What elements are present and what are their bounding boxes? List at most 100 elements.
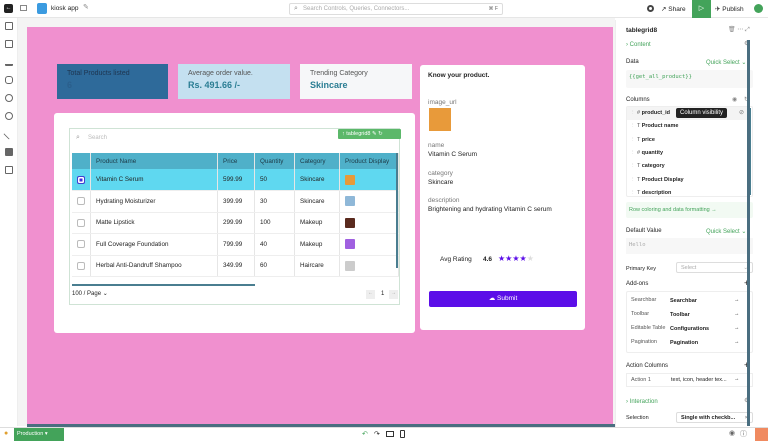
table-row[interactable]: Vitamin C Serum 599.99 50 Skincare: [72, 169, 399, 191]
plugin-icon[interactable]: [5, 112, 13, 120]
drag-handle-icon[interactable]: ⋮: [630, 176, 636, 183]
col-header[interactable]: Quantity: [254, 153, 295, 169]
gear-icon[interactable]: ⚙: [744, 397, 749, 404]
section-content[interactable]: › Content: [626, 42, 651, 48]
api-icon[interactable]: [5, 94, 13, 102]
settings-icon[interactable]: [647, 5, 654, 12]
col-header[interactable]: Price: [217, 153, 255, 169]
drag-handle-icon[interactable]: ⋮: [630, 136, 636, 143]
row-coloring-button[interactable]: Row coloring and data formatting →: [626, 202, 753, 218]
star-icon[interactable]: ★: [519, 254, 527, 263]
drag-handle-icon[interactable]: ⋮: [630, 163, 636, 170]
column-item[interactable]: ⋮ T price: [627, 134, 749, 147]
table-search[interactable]: ⌕ Search: [72, 131, 340, 147]
row-checkbox[interactable]: [77, 197, 85, 206]
addon-item[interactable]: Toolbar Toolbar →: [627, 310, 752, 323]
next-page-button[interactable]: →: [389, 290, 398, 299]
data-input[interactable]: {{get_all_product}}: [626, 70, 753, 88]
bulb-icon[interactable]: ●: [4, 430, 9, 437]
star-icon[interactable]: ★: [505, 254, 513, 263]
column-item[interactable]: ⋮ T Product name: [627, 120, 749, 133]
primary-key-select[interactable]: Select ⌄: [676, 262, 753, 273]
desktop-view-icon[interactable]: [386, 431, 394, 437]
quick-select-default[interactable]: Quick Select ⌄: [706, 229, 747, 235]
back-button[interactable]: ←: [4, 4, 13, 13]
prev-page-button[interactable]: ←: [366, 290, 375, 299]
col-header[interactable]: Category: [294, 153, 340, 169]
section-interaction[interactable]: › Interaction: [626, 399, 658, 405]
undo-icon[interactable]: ↶: [362, 431, 368, 438]
table-row[interactable]: Matte Lipstick 299.99 100 Makeup: [72, 212, 399, 234]
default-value-input[interactable]: Hello: [626, 238, 753, 254]
row-checkbox[interactable]: [77, 261, 85, 270]
column-item[interactable]: ⋮ T description: [627, 187, 749, 196]
quick-select[interactable]: Quick Select ⌄: [706, 60, 747, 66]
star-icon[interactable]: ★: [498, 254, 506, 263]
drag-handle-icon[interactable]: ⋮: [630, 123, 636, 130]
panel-actions[interactable]: 🗑 ⋯ ⤢: [728, 27, 750, 33]
panel-scrollbar[interactable]: [747, 40, 750, 426]
submit-button[interactable]: ☁ Submit: [429, 291, 577, 307]
monitor-icon[interactable]: [20, 5, 27, 11]
page-size-select[interactable]: 100 / Page ⌄: [72, 291, 108, 297]
help-icon[interactable]: ⓘ: [740, 431, 747, 438]
star-icon[interactable]: ★: [512, 254, 520, 263]
magic-wand-icon[interactable]: [3, 128, 15, 140]
add-addon-button[interactable]: +: [744, 278, 749, 288]
publish-button[interactable]: ✈ Publish: [715, 6, 744, 13]
selection-select[interactable]: Single with checkb...×: [676, 412, 753, 423]
environment-select[interactable]: Production ▾: [14, 428, 64, 441]
drag-handle-icon[interactable]: ⋮: [630, 149, 636, 156]
column-list-scrollbar[interactable]: [749, 108, 751, 195]
share-button[interactable]: ↗ Share: [661, 6, 686, 13]
table-row[interactable]: Hydrating Moisturizer 399.99 30 Skincare: [72, 190, 399, 213]
row-checkbox-cell[interactable]: [72, 169, 91, 191]
col-header[interactable]: Product Display: [339, 153, 399, 169]
row-checkbox-cell[interactable]: [72, 255, 91, 277]
drag-handle-icon[interactable]: ⋮: [630, 110, 636, 116]
layers-icon[interactable]: [5, 40, 13, 48]
action-column-item[interactable]: Action 1 text, icon, header tex... →: [626, 373, 753, 387]
v-scrollbar[interactable]: [396, 153, 398, 268]
table-row[interactable]: Full Coverage Foundation 799.99 40 Makeu…: [72, 233, 399, 256]
addon-key: Editable Table: [631, 325, 666, 331]
run-button[interactable]: ▷: [692, 0, 711, 18]
row-checkbox-cell[interactable]: [72, 233, 91, 256]
row-checkbox[interactable]: [77, 240, 85, 249]
mobile-view-icon[interactable]: [400, 430, 405, 438]
hide-column-icon[interactable]: ⊘: [739, 110, 745, 116]
table-widget[interactable]: ⌕ Search ↑ tablegrid8 ✎ ↻ Product Name P…: [69, 128, 401, 305]
drag-handle-icon[interactable]: ⋮: [630, 189, 636, 196]
h-scrollbar[interactable]: [72, 284, 255, 286]
table-row[interactable]: Herbal Anti-Dandruff Shampoo 349.99 60 H…: [72, 255, 399, 277]
addon-item[interactable]: Searchbar Searchbar →: [627, 296, 752, 309]
addon-item[interactable]: Editable Table Configurations →: [627, 324, 752, 337]
chart-icon[interactable]: [5, 58, 13, 66]
row-checkbox[interactable]: [77, 218, 85, 227]
pages-icon[interactable]: [5, 22, 13, 30]
column-item[interactable]: ⋮ T Product Display: [627, 174, 749, 187]
stat-card-total-products: Total Products listed 6: [57, 64, 168, 99]
add-action-button[interactable]: +: [744, 360, 749, 370]
database-icon[interactable]: [5, 76, 13, 84]
star-icon[interactable]: ★: [526, 254, 534, 263]
search-input[interactable]: ⌕ Search Controls, Queries, Connectors..…: [289, 3, 503, 15]
eye-icon[interactable]: ◉: [729, 430, 736, 437]
row-checkbox[interactable]: [77, 175, 85, 184]
edit-icon[interactable]: ✎: [83, 4, 89, 11]
col-header[interactable]: Product Name: [90, 153, 218, 169]
gear-icon[interactable]: ⚙: [744, 40, 749, 47]
redo-icon[interactable]: ↷: [374, 431, 380, 438]
column-item[interactable]: ⋮ # quantity: [627, 147, 749, 160]
ai-assistant-button[interactable]: [755, 428, 768, 441]
addon-item[interactable]: Pagination Pagination →: [627, 338, 752, 351]
column-item[interactable]: ⋮ T category: [627, 160, 749, 173]
rating-stars[interactable]: ★★★★★: [498, 254, 534, 263]
table-icon[interactable]: [5, 148, 13, 156]
eye-icon[interactable]: ◉: [732, 97, 738, 103]
row-checkbox-cell[interactable]: [72, 190, 91, 213]
widget-tag[interactable]: ↑ tablegrid8 ✎ ↻: [338, 129, 401, 139]
row-checkbox-cell[interactable]: [72, 212, 91, 234]
refresh-icon[interactable]: ↻: [744, 96, 749, 103]
settings-list-icon[interactable]: [5, 166, 13, 174]
